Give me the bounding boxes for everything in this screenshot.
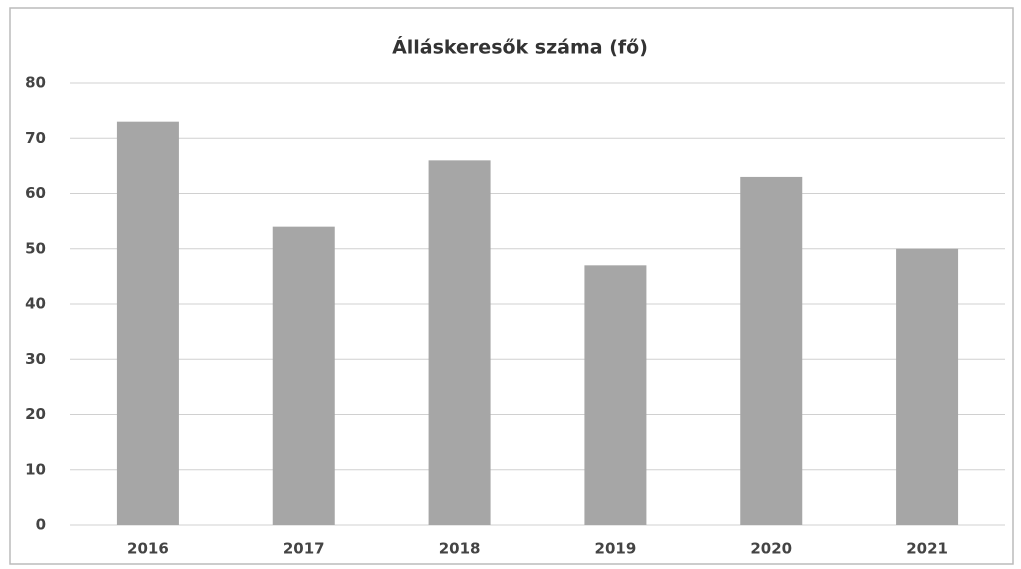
y-tick-label: 80 [25,74,46,92]
y-tick-label: 70 [25,129,46,147]
x-tick-label: 2020 [750,540,792,558]
bar [740,176,803,526]
bar [272,226,335,525]
bar [896,248,959,525]
x-tick-label: 2016 [127,540,169,558]
x-tick-label: 2017 [283,540,325,558]
y-tick-label: 10 [25,460,46,478]
y-tick-label: 40 [25,295,46,313]
bar [116,121,179,526]
bar [428,160,491,525]
x-tick-label: 2021 [906,540,948,558]
y-tick-label: 50 [25,239,46,257]
y-tick-label: 20 [25,405,46,423]
x-tick-label: 2018 [439,540,481,558]
chart-title: Álláskeresők száma (fő) [392,36,648,59]
y-tick-label: 0 [36,516,46,534]
x-tick-label: 2019 [595,540,637,558]
y-tick-label: 30 [25,350,46,368]
y-tick-label: 60 [25,184,46,202]
bar [584,265,647,525]
